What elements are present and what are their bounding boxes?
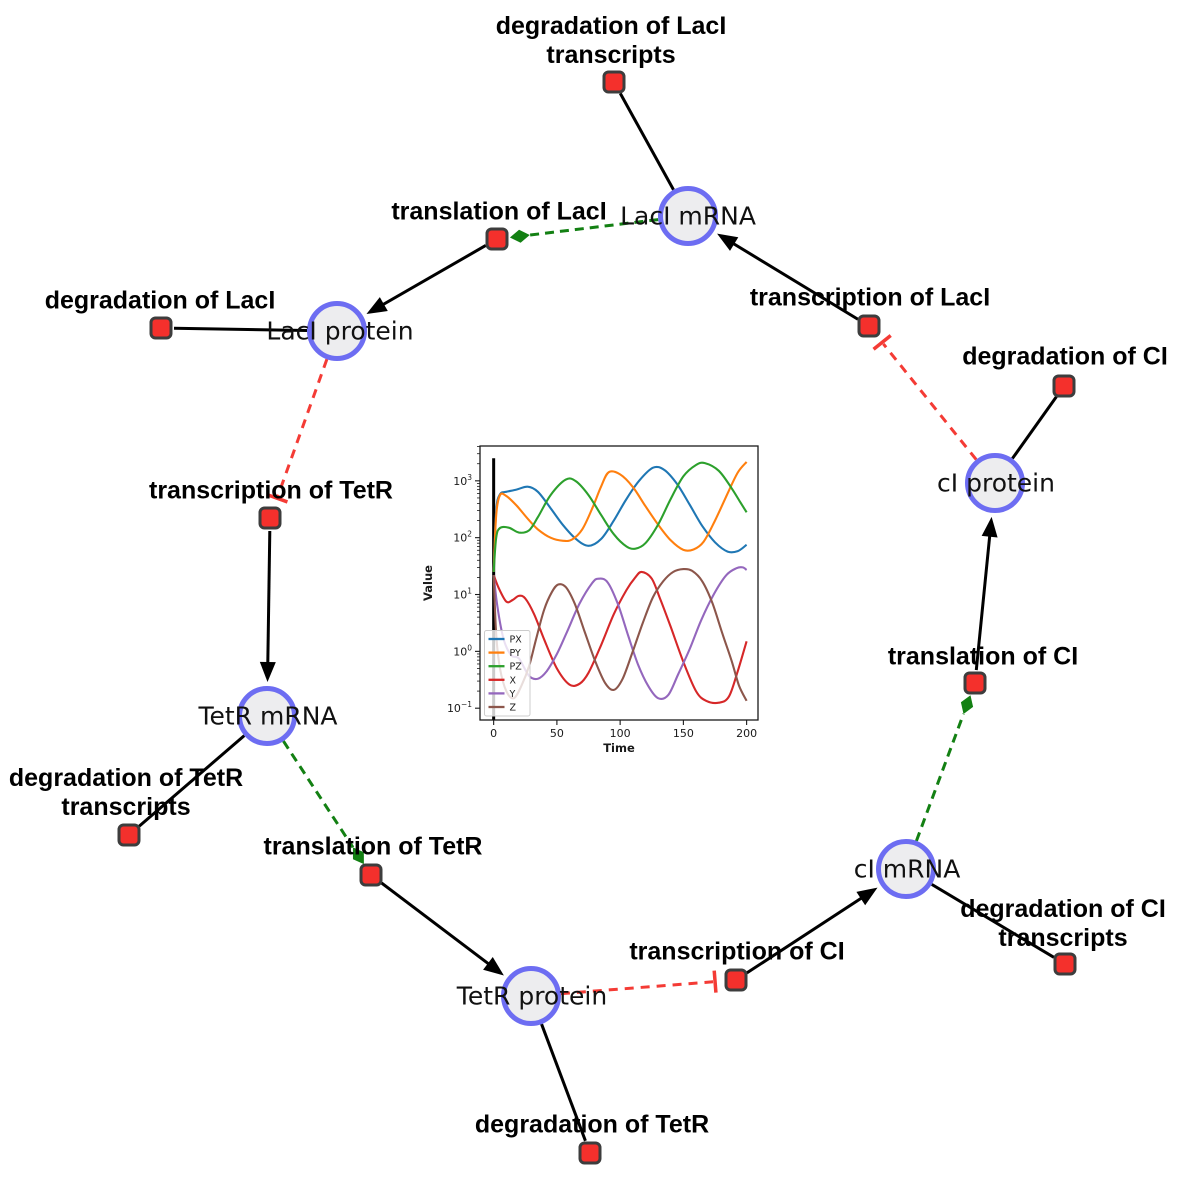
chart-ylabel: Value	[421, 565, 435, 601]
svg-text:101: 101	[453, 587, 472, 602]
chart-legend: PX PY PZ XYZ	[484, 630, 531, 717]
label-degradation-ci: degradation of CI	[962, 342, 1168, 371]
edge-inhibition-ci-protein-transcription-laci	[872, 334, 978, 461]
species-node-tetr-mrna[interactable]	[237, 686, 297, 746]
edge-reactant-tetr-protein-degradation-tetr	[540, 1023, 587, 1142]
label-degradation-laci-transcripts: degradation of LacI transcripts	[495, 12, 727, 69]
species-node-laci-protein[interactable]	[307, 301, 367, 361]
svg-text:10−1: 10−1	[447, 700, 472, 715]
label-translation-laci: translation of LacI	[391, 197, 607, 226]
label-degradation-tetr: degradation of TetR	[474, 1110, 710, 1139]
svg-text:100: 100	[453, 643, 472, 658]
species-node-ci-protein[interactable]	[965, 453, 1025, 513]
reaction-node-degradation-tetr[interactable]	[578, 1141, 602, 1165]
edge-modifier-laci-mrna-translation-laci	[509, 218, 659, 243]
reaction-node-transcription-laci[interactable]	[857, 314, 881, 338]
edge-modifier-ci-mrna-translation-ci	[915, 695, 974, 842]
reaction-node-degradation-ci-transcripts[interactable]	[1053, 952, 1077, 976]
chart-xlabel: Time	[603, 741, 635, 755]
chart-series-PY	[492, 461, 748, 572]
edge-product-translation-tetr-tetr-protein	[380, 881, 504, 976]
label-degradation-laci: degradation of LacI	[44, 286, 276, 315]
svg-text:103: 103	[453, 473, 472, 488]
chart-y-axis: 10−1 100 101 102 103 Value	[421, 446, 480, 715]
label-ci-mrna: cI mRNA	[853, 854, 961, 884]
svg-text:200: 200	[736, 727, 757, 740]
label-transcription-ci: transcription of CI	[629, 937, 845, 966]
edge-reactant-tetr-mrna-degradation-tetr-transcripts	[137, 734, 246, 828]
label-ci-protein: cI protein	[937, 468, 1055, 498]
label-tetr-protein: TetR protein	[456, 981, 608, 1011]
reaction-node-transcription-ci[interactable]	[724, 968, 748, 992]
legend-label-PZ: PZ	[510, 662, 523, 673]
svg-text:50: 50	[550, 727, 564, 740]
chart-series-PZ	[492, 461, 748, 572]
edge-inhibition-tetr-protein-transcription-ci	[560, 970, 718, 996]
edge-product-transcription-laci-laci-mrna	[717, 233, 859, 321]
edge-reactant-ci-mrna-degradation-ci-transcripts	[930, 883, 1055, 959]
species-node-ci-mrna[interactable]	[876, 839, 936, 899]
edge-modifier-tetr-mrna-translation-tetr	[282, 740, 364, 865]
edge-reactant-laci-mrna-degradation-laci-transcripts	[618, 92, 675, 191]
edge-reactant-ci-protein-degradation-ci	[1011, 395, 1058, 460]
chart-spines	[479, 445, 759, 721]
svg-text:100: 100	[610, 727, 631, 740]
reaction-node-translation-ci[interactable]	[963, 671, 987, 695]
reaction-node-degradation-tetr-transcripts[interactable]	[117, 823, 141, 847]
edge-inhibition-laci-protein-transcription-tetr	[266, 358, 329, 504]
label-degradation-ci-transcripts: degradation of CI transcripts	[960, 895, 1166, 952]
legend-label-X: X	[510, 675, 517, 686]
reaction-node-degradation-laci-transcripts[interactable]	[602, 70, 626, 94]
reaction-node-translation-laci[interactable]	[485, 227, 509, 251]
species-node-laci-mrna[interactable]	[658, 186, 718, 246]
label-transcription-laci: transcription of LacI	[749, 283, 991, 312]
legend-label-Y: Y	[509, 689, 516, 700]
reaction-node-degradation-ci[interactable]	[1052, 374, 1076, 398]
edge-product-transcription-tetr-tetr-mrna	[259, 530, 276, 683]
reaction-node-transcription-tetr[interactable]	[258, 506, 282, 530]
legend-label-PY: PY	[510, 648, 522, 659]
svg-text:150: 150	[673, 727, 694, 740]
edge-product-transcription-ci-ci-mrna	[746, 887, 878, 975]
label-degradation-tetr-transcripts: degradation of TetR transcripts	[8, 764, 244, 821]
edge-product-translation-ci-ci-protein	[974, 516, 998, 671]
legend-label-PX: PX	[510, 635, 523, 646]
chart-x-axis: 0 50 100 150 200 Time	[490, 720, 757, 755]
chart-series-PX	[492, 465, 748, 572]
label-laci-mrna: LacI mRNA	[620, 201, 756, 231]
time-series-chart: 0 50 100 150 200Time10−1100101102103ValuePXP…	[421, 445, 759, 755]
label-translation-ci: translation of CI	[887, 642, 1079, 671]
svg-text:0: 0	[490, 727, 497, 740]
label-laci-protein: LacI protein	[266, 316, 414, 346]
edge-reactant-laci-protein-degradation-laci	[173, 326, 308, 332]
edge-product-translation-laci-laci-protein	[366, 244, 487, 315]
reaction-node-translation-tetr[interactable]	[359, 863, 383, 887]
species-node-tetr-protein[interactable]	[501, 966, 561, 1026]
label-tetr-mrna: TetR mRNA	[198, 701, 338, 731]
svg-text:102: 102	[453, 530, 472, 545]
label-transcription-tetr: transcription of TetR	[149, 476, 393, 505]
reaction-node-degradation-laci[interactable]	[149, 316, 173, 340]
label-translation-tetr: translation of TetR	[263, 832, 483, 861]
legend-label-Z: Z	[510, 703, 517, 714]
chart-series-X	[492, 570, 748, 705]
